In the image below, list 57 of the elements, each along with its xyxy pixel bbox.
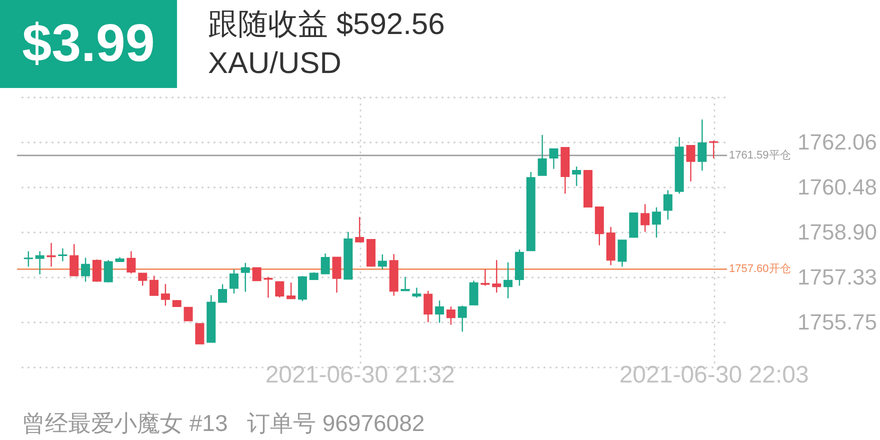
candlestick	[469, 280, 478, 306]
candlestick	[252, 267, 262, 282]
candlestick	[412, 287, 422, 298]
candlestick	[320, 252, 330, 274]
candlestick	[229, 268, 238, 294]
candlestick	[698, 118, 707, 172]
candlestick	[160, 283, 170, 306]
y-tick-label: 1755.75	[798, 309, 878, 334]
x-tick-label: 2021-06-30 21:32	[265, 362, 455, 388]
candlestick	[378, 254, 387, 270]
candlestick	[652, 206, 661, 238]
candlestick	[480, 268, 490, 286]
chart-title: 跟随收益 $592.56	[208, 7, 445, 43]
candlestick	[572, 166, 582, 187]
text: 曾经最爱小魔女 #13 订单号 96976082	[22, 409, 425, 437]
candlestick	[126, 250, 136, 274]
candlestick	[709, 140, 718, 159]
candlestick	[435, 300, 444, 324]
y-tick-label: 1757.33	[798, 264, 878, 290]
candlestick	[184, 306, 193, 322]
candlestick	[218, 284, 228, 303]
y-tick-label: 1762.06	[798, 130, 878, 155]
candlestick	[138, 272, 148, 286]
badge: $3.99	[0, 0, 177, 88]
candlestick	[70, 244, 79, 276]
ref-line-label: 1757.60开仓	[729, 263, 791, 276]
candlestick	[458, 305, 467, 332]
candlestick	[150, 275, 159, 296]
candlestick	[298, 275, 307, 302]
candlestick	[640, 204, 650, 232]
candlestick	[35, 250, 44, 275]
candlestick	[286, 282, 296, 300]
candlestick	[92, 258, 102, 282]
y-tick-label: 1758.90	[798, 220, 878, 245]
candlestick	[504, 262, 513, 299]
candlestick	[24, 250, 33, 268]
candlestick	[104, 259, 113, 283]
candlestick	[618, 240, 627, 268]
candlestick	[332, 256, 342, 294]
candlestick	[355, 216, 364, 242]
candlestick	[195, 323, 204, 344]
candlestick	[58, 248, 68, 262]
candlestick	[446, 306, 456, 326]
candlestick	[424, 290, 433, 323]
candlestick	[492, 259, 502, 294]
candlestick	[240, 262, 250, 292]
candlestick	[81, 257, 90, 282]
x-tick-label: 2021-06-30 22:03	[619, 362, 809, 388]
candlestick	[400, 276, 410, 292]
candlestick	[538, 134, 547, 176]
y-tick-label: 1760.48	[798, 174, 878, 200]
candlestick	[549, 148, 558, 170]
ref-line-label: 1761.59平仓	[729, 149, 791, 162]
candlestick	[663, 190, 672, 220]
candlestick	[686, 144, 696, 182]
candlestick	[275, 281, 284, 298]
chart-subtitle: XAU/USD	[208, 46, 342, 82]
